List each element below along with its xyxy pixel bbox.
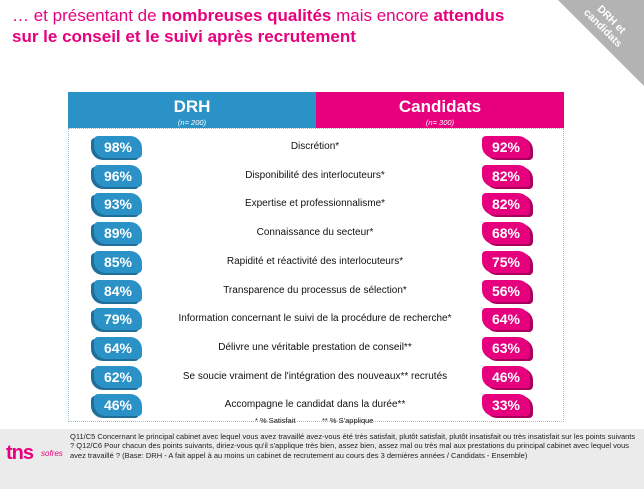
criterion-label: Expertise et professionnalisme* [244,198,386,210]
header-candidats: Candidats (n= 300) [316,92,564,128]
drh-percent: 46% [94,394,142,417]
page-title: … et présentant de nombreuses qualités m… [12,5,567,47]
table-row: 96% Disponibilité des interlocuteurs* 82% [0,163,644,189]
candidats-percent: 33% [482,394,530,417]
header-drh-title: DRH [173,97,211,116]
candidats-percent: 64% [482,308,530,331]
drh-percent: 96% [94,164,142,187]
corner-triangle [558,0,644,86]
header-candidats-sub: (n= 300) [425,118,455,127]
footer-note: Q11/C5 Concernant le principal cabinet a… [70,432,636,460]
candidats-percent: 75% [482,250,530,273]
table-row: 64% Délivre une véritable prestation de c… [0,335,644,361]
table-row: 79% Information concernant le suivi de la… [0,306,644,332]
legend-one-star: * % Satisfait [255,416,296,425]
criterion-label: Accompagne le candidat dans la durée** [224,399,406,411]
header-drh-sub: (n= 200) [177,118,207,127]
drh-percent: 84% [94,279,142,302]
title-part-1: … et présentant de [12,6,162,25]
candidats-percent: 56% [482,279,530,302]
header-candidats-title: Candidats [398,97,482,116]
logo-main: tns [6,442,34,464]
title-part-2: nombreuses qualités [161,6,332,25]
table-row: 62% Se soucie vraiment de l'intégration d… [0,364,644,390]
title-line-2: sur le conseil et le suivi après recrute… [12,27,356,46]
criterion-label: Se soucie vraiment de l'intégration des … [182,370,448,382]
footer-band [0,429,644,489]
drh-percent: 93% [94,193,142,216]
tns-sofres-logo: tns sofres [6,442,63,466]
drh-percent: 79% [94,308,142,331]
table-row: 93% Expertise et professionnalisme* 82% [0,191,644,217]
title-part-3: mais encore [331,6,434,25]
drh-percent: 85% [94,250,142,273]
legend-two-stars: ** % S'applique [322,416,374,425]
criterion-label: Rapidité et réactivité des interlocuteur… [226,255,404,267]
criterion-label: Délivre une véritable prestation de cons… [218,341,412,353]
title-part-4: attendus [433,6,505,25]
logo-sub: sofres [41,449,63,458]
candidats-percent: 82% [482,193,530,216]
table-frame [68,128,564,422]
candidats-percent: 92% [482,136,530,158]
criterion-label: Connaissance du secteur* [256,227,374,239]
table-row: 46% Accompagne le candidat dans la durée*… [0,392,644,418]
candidats-percent: 46% [482,365,530,388]
drh-percent: 89% [94,222,142,245]
drh-percent: 62% [94,365,142,388]
candidats-percent: 82% [482,164,530,187]
candidats-percent: 68% [482,222,530,245]
table-row: 84% Transparence du processus de sélectio… [0,278,644,304]
candidats-percent: 63% [482,336,530,359]
criterion-label: Disponibilité des interlocuteurs* [245,169,385,181]
criterion-label: Transparence du processus de sélection* [223,284,407,296]
criterion-label: Information concernant le suivi de la pr… [178,313,452,325]
criterion-label: Discrétion* [290,141,340,152]
table-row: 89% Connaissance du secteur* 68% [0,220,644,246]
table-row: 85% Rapidité et réactivité des interlocut… [0,249,644,275]
drh-percent: 98% [94,136,142,158]
drh-percent: 64% [94,336,142,359]
header-drh: DRH (n= 200) [68,92,316,128]
table-row: 98% Discrétion* 92% [0,134,644,160]
